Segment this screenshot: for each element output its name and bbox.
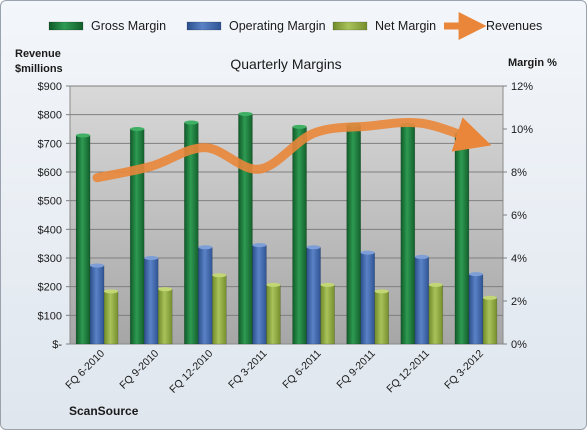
bar-gross-margin-fq-9-2010 [129,127,145,345]
bar-gross-margin-fq-6-2011 [292,124,307,345]
bars [75,111,498,345]
x-tick-label: FQ 3-2011 [226,348,270,392]
left-tick-label: $700 [38,138,62,150]
bar-gross-margin-fq-3-2012 [454,131,470,345]
x-tick-label: FQ 6-2011 [280,348,324,392]
chart-title: Quarterly Margins [230,56,341,72]
footer-label: ScanSource [69,404,139,418]
legend-swatch [332,21,368,31]
legend-swatch [186,21,222,31]
bar-operating-margin-fq-12-2011 [414,254,430,345]
legend-item-gross-margin: Gross Margin [48,19,166,33]
bar-net-margin-fq-3-2012 [482,295,498,345]
bar-operating-margin-fq-3-2011 [252,243,267,345]
bar-gross-margin-fq-6-2010 [75,133,91,345]
right-tick-labels: 0% 2% 4% 6% 8% 10% 12% [511,81,533,351]
bar-operating-margin-fq-6-2010 [89,263,105,345]
bar-gross-margin-fq-9-2011 [346,122,361,345]
bar-net-margin-fq-9-2010 [157,287,173,345]
x-tick-labels: FQ 6-2010 FQ 9-2010 FQ 12-2010 FQ 3-2011 FQ … [63,348,486,396]
bar-operating-margin-fq-9-2010 [143,256,159,345]
legend-item-revenues: Revenues [444,12,542,40]
legend-label: Gross Margin [91,19,166,33]
left-tick-label: $300 [38,253,62,265]
legend-item-operating-margin: Operating Margin [186,19,326,33]
left-tick-label: $900 [38,81,62,93]
left-tick-labels: $- $100 $200 $300 $400 $500 $600 $700 $800 $900 [38,81,63,351]
bar-operating-margin-fq-9-2011 [360,250,375,345]
bar-net-margin-fq-12-2011 [428,282,444,345]
left-tick-label: $800 [38,110,62,122]
right-tick-label: 10% [511,124,533,136]
right-tick-label: 0% [511,339,527,351]
bar-gross-margin-fq-12-2010 [184,120,199,345]
bar-net-margin-fq-6-2010 [103,289,119,345]
left-tick-label: $100 [38,310,62,322]
bar-net-margin-fq-6-2011 [320,282,335,345]
right-tick-label: 6% [511,210,527,222]
bar-operating-margin-fq-6-2011 [306,245,321,345]
right-axis-label: Margin % [508,57,557,69]
bar-gross-margin-fq-3-2011 [238,111,253,345]
right-tick-label: 4% [511,253,527,265]
right-tick-label: 12% [511,81,533,93]
x-tick-label: FQ 12-2010 [167,348,215,396]
legend-label: Net Margin [375,19,436,33]
x-tick-label: FQ 3-2012 [442,348,486,392]
left-axis-label-line-1: Revenue [15,48,61,60]
bar-operating-margin-fq-3-2012 [468,272,484,345]
right-tick-label: 2% [511,296,527,308]
legend-item-net-margin: Net Margin [332,19,436,33]
revenue-line [92,117,492,183]
left-tick-label: $400 [38,224,62,236]
left-tick-label: $500 [38,196,62,208]
left-tick-label: $200 [38,282,62,294]
bar-operating-margin-fq-12-2010 [198,245,213,345]
revenue-line-path [92,117,492,183]
bar-net-margin-fq-9-2011 [374,289,389,345]
bar-net-margin-fq-3-2011 [266,282,281,345]
x-tick-label: FQ 6-2010 [63,348,107,392]
left-tick-label: $600 [38,167,62,179]
x-tick-label: FQ 9-2011 [334,348,378,392]
legend: Gross Margin Operating Margin Net Margin Re… [48,12,542,40]
right-tick-label: 8% [511,167,527,179]
legend-label: Revenues [486,19,542,33]
legend-swatch [48,21,84,31]
left-axis-label-line-2: $millions [15,63,63,75]
bar-net-margin-fq-12-2010 [212,273,227,345]
bar-gross-margin-fq-12-2011 [400,122,416,345]
legend-label: Operating Margin [229,19,326,33]
x-tick-label: FQ 9-2010 [117,348,161,392]
left-tick-label: $- [52,339,62,351]
x-tick-label: FQ 12-2011 [384,348,432,396]
